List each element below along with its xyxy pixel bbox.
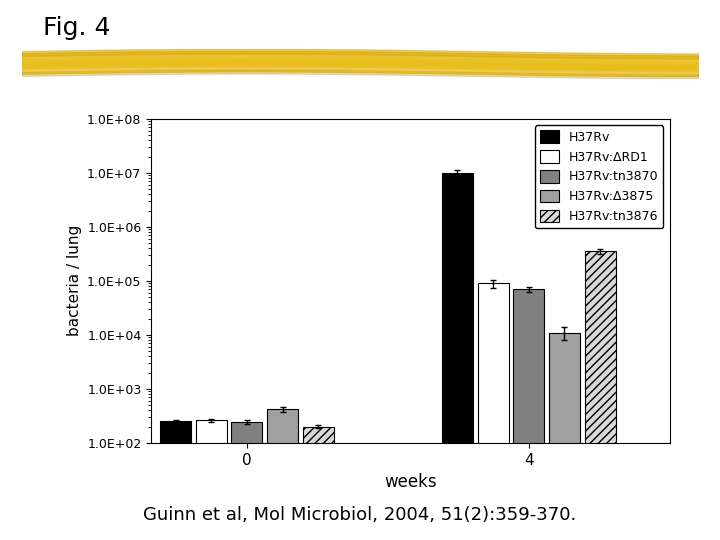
Y-axis label: bacteria / lung: bacteria / lung (66, 225, 81, 336)
Bar (549, 333, 580, 540)
Text: Guinn et al, Mol Microbiol, 2004, 51(2):359-370.: Guinn et al, Mol Microbiol, 2004, 51(2):… (143, 506, 577, 524)
Bar (303, 427, 334, 540)
Bar (585, 252, 616, 540)
Bar (513, 289, 544, 540)
X-axis label: weeks: weeks (384, 473, 437, 491)
Bar (267, 409, 298, 540)
Text: Fig. 4: Fig. 4 (43, 16, 111, 40)
Bar (232, 422, 263, 540)
Bar (442, 173, 473, 540)
Legend: H37Rv, H37Rv:ΔRD1, H37Rv:tn3870, H37Rv:Δ3875, H37Rv:tn3876: H37Rv, H37Rv:ΔRD1, H37Rv:tn3870, H37Rv:Δ… (535, 125, 663, 228)
Bar (161, 421, 192, 540)
Bar (477, 284, 508, 540)
Bar (196, 421, 227, 540)
